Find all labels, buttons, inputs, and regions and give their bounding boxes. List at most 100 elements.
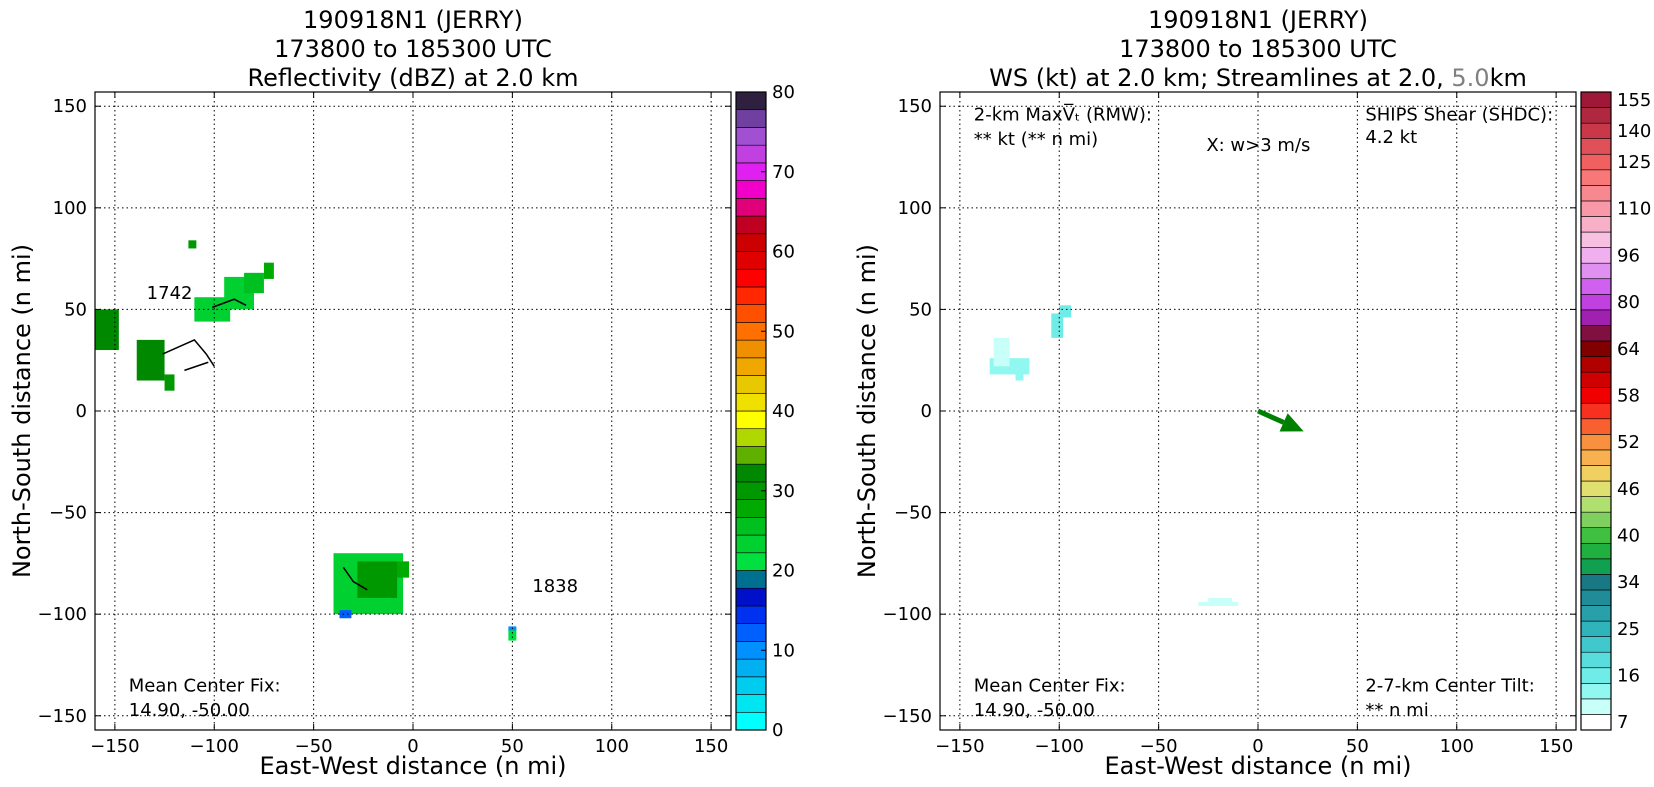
data-cell <box>1059 305 1072 318</box>
streamline <box>162 338 215 367</box>
colorbar-tick-label: 155 <box>1617 90 1651 111</box>
streamlines <box>162 298 368 591</box>
colorbar-tick-label: 58 <box>1617 385 1640 406</box>
colorbar-segment <box>1580 698 1612 715</box>
x-tick-label: −100 <box>190 736 239 757</box>
x-tick-label: −100 <box>1035 736 1084 757</box>
y-tick-label: 50 <box>909 299 932 320</box>
y-tick-label: 150 <box>898 96 932 117</box>
annotation: Mean Center Fix: <box>129 675 281 696</box>
colorbar-segment <box>1580 371 1612 388</box>
colorbar-segment <box>1580 231 1612 248</box>
colorbar-segment <box>1580 340 1612 357</box>
colorbar-tick-label: 16 <box>1617 666 1640 687</box>
annotation: SHIPS Shear (SHDC): <box>1365 104 1553 125</box>
chart-title-line: 173800 to 185300 UTC <box>1119 35 1397 63</box>
data-cell <box>95 309 119 351</box>
colorbar-segment <box>1580 356 1612 373</box>
colorbar-segment <box>1580 496 1612 513</box>
colorbar-tick-label: 125 <box>1617 152 1651 173</box>
colorbar-segment <box>1580 122 1612 139</box>
streamline <box>184 361 209 372</box>
colorbar-segment <box>735 694 767 713</box>
colorbar-segment <box>735 587 767 607</box>
data-cell <box>1198 601 1239 607</box>
x-tick-label: −150 <box>935 736 984 757</box>
x-tick-label: 50 <box>501 736 524 757</box>
colorbar-segment <box>735 711 767 731</box>
colorbar-segment <box>735 109 767 128</box>
y-tick-label: 150 <box>53 96 87 117</box>
colorbar-segment <box>735 215 767 235</box>
colorbar-segment <box>1580 247 1612 264</box>
colorbar-segment <box>1580 465 1612 482</box>
colorbar-segment <box>1580 278 1612 295</box>
annotation: 4.2 kt <box>1365 127 1417 148</box>
data-cell <box>508 628 517 641</box>
colorbar-segment <box>1580 636 1612 653</box>
colorbar-segment <box>735 605 767 624</box>
colorbar-segment <box>1580 309 1612 326</box>
colorbar-tick-label: 46 <box>1617 479 1640 500</box>
colorbar-segment <box>1580 107 1612 124</box>
colorbar-frame <box>1580 91 1612 731</box>
x-tick-label: 0 <box>407 736 418 757</box>
annotation: 1838 <box>532 576 578 597</box>
colorbar-tick-label: 52 <box>1617 432 1640 453</box>
y-tick-label: 0 <box>921 401 932 422</box>
colorbar-segment <box>1580 714 1612 731</box>
colorbar-segment <box>1580 667 1612 684</box>
colorbar-tick-label: 80 <box>1617 292 1640 313</box>
y-tick-label: −50 <box>894 503 932 524</box>
x-tick-label: −150 <box>90 736 139 757</box>
annotation: 2-7-km Center Tilt: <box>1365 675 1534 696</box>
colorbar-segment <box>1580 434 1612 451</box>
colorbar-segment <box>1580 651 1612 669</box>
y-tick-label: −100 <box>883 604 932 625</box>
x-axis-label: East-West distance (n mi) <box>1104 752 1411 780</box>
colorbar-segment <box>735 676 767 695</box>
colorbar-segment <box>1580 605 1612 622</box>
colorbar-segment <box>735 357 767 376</box>
colorbar-segment <box>1580 387 1612 404</box>
colorbar-segment <box>1580 91 1612 108</box>
colorbar-segment <box>1580 325 1612 342</box>
colorbar-segment <box>1580 153 1612 171</box>
y-axis-label: North-South distance (n mi) <box>8 244 36 578</box>
colorbar-segment <box>1580 527 1612 544</box>
shear-vector-shaft <box>1256 408 1285 425</box>
colorbar-segment <box>735 180 767 199</box>
colorbar-tick-label: 25 <box>1617 619 1640 640</box>
data-patches <box>95 240 517 641</box>
colorbar-segment <box>735 268 767 288</box>
y-tick-label: −150 <box>883 706 932 727</box>
data-cell <box>397 561 410 578</box>
y-tick-label: −100 <box>38 604 87 625</box>
colorbar-segment <box>735 233 767 252</box>
colorbar-segment <box>735 127 767 146</box>
colorbar-tick-label: 96 <box>1617 245 1640 266</box>
colorbar-tick-label: 40 <box>772 401 795 422</box>
colorbar-segment <box>1580 402 1612 420</box>
annotation: Mean Center Fix: <box>974 675 1126 696</box>
colorbar: 0 10 20 30 40 50 60 70 80 <box>735 82 795 741</box>
colorbar-tick-label: 30 <box>772 481 795 502</box>
colorbar-segment <box>735 91 767 111</box>
colorbar-tick-label: 10 <box>772 640 795 661</box>
data-cell <box>263 262 274 279</box>
x-tick-label: 50 <box>1346 736 1369 757</box>
data-cell <box>244 272 264 294</box>
colorbar-tick-label: 0 <box>772 720 783 741</box>
data-cell <box>1015 368 1024 381</box>
colorbar: 7 16 25 34 40 46 52 58 64 80 96 110 125 140 155 <box>1580 90 1651 733</box>
colorbar-segment <box>1580 558 1612 575</box>
y-tick-label: −50 <box>49 503 87 524</box>
y-tick-label: 50 <box>64 299 87 320</box>
x-tick-label: −50 <box>295 736 333 757</box>
x-tick-label: 150 <box>694 736 728 757</box>
x-tick-label: 100 <box>595 736 629 757</box>
data-cell <box>136 339 165 381</box>
colorbar-segment <box>735 286 767 305</box>
